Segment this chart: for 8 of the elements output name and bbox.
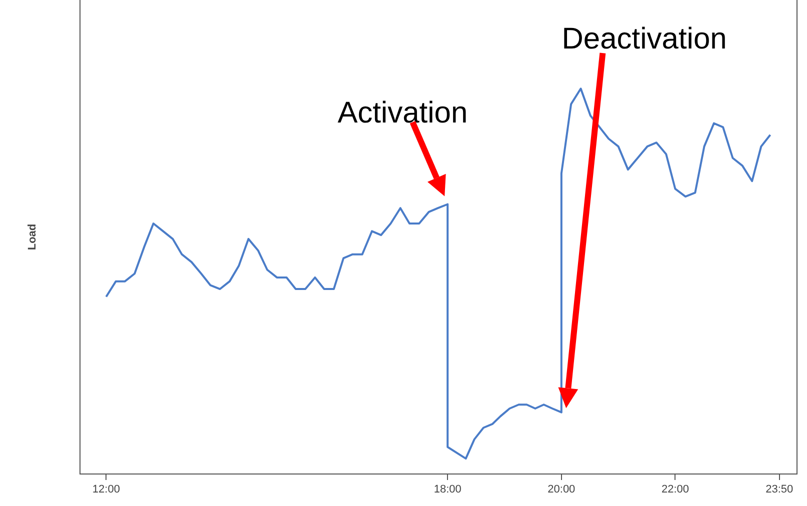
x-tick-label: 12:00 [92,484,120,496]
x-tick-label: 22:00 [661,484,689,496]
text: Deactivation [562,22,727,56]
y-axis-title: Load [26,224,39,250]
annotation: Activation [338,96,468,130]
x-tick-label: 20:00 [548,484,576,496]
x-tick-label: 18:00 [434,484,462,496]
x-tick-label: 23:50 [766,484,794,496]
